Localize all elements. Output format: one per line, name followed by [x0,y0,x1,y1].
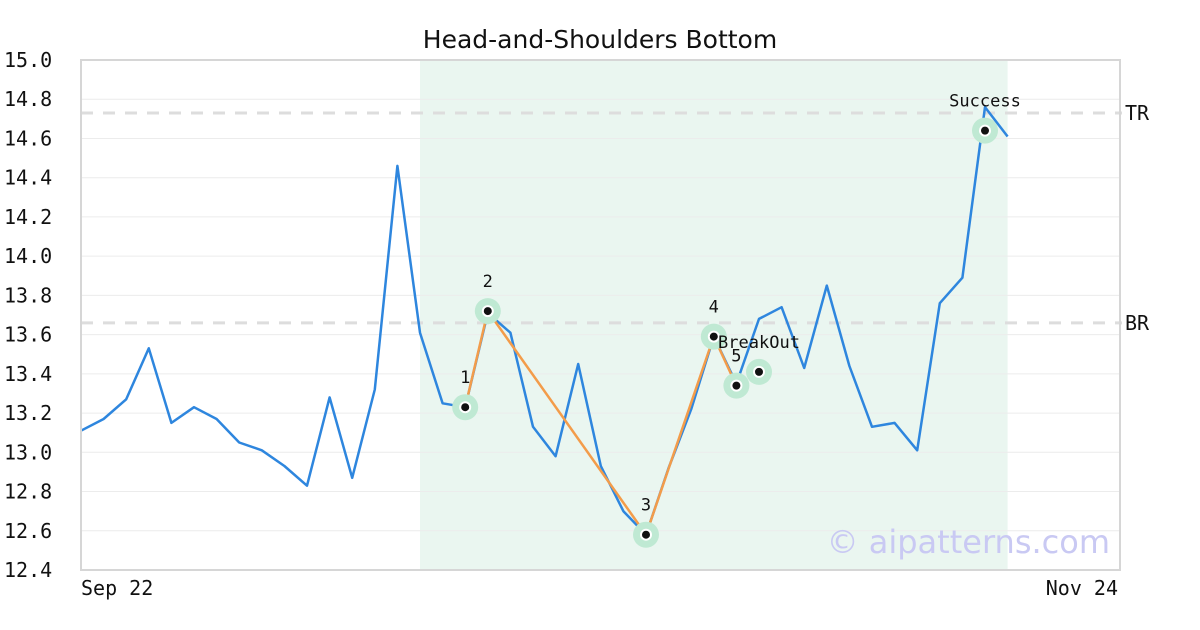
chart-title: Head-and-Shoulders Bottom [423,25,777,54]
y-tick-label: 12.6 [4,519,52,543]
pattern-point-label: 1 [460,368,470,388]
pattern-point-label: 2 [483,272,493,292]
level-label-br: BR [1125,311,1150,335]
pattern-point-label: 3 [641,496,651,516]
annotation-label-breakout: BreakOut [718,333,800,353]
pattern-point-label: 5 [731,347,741,367]
annotation-label-success: Success [949,92,1021,112]
watermark-text: © aipatterns.com [827,523,1110,561]
annotation-point-breakout [753,365,765,378]
pattern-point-4 [707,330,720,343]
y-tick-label: 12.8 [4,480,52,504]
pattern-point-label: 4 [709,298,719,318]
y-tick-label: 14.2 [4,205,52,229]
y-tick-label: 13.8 [4,283,52,307]
annotation-point-success [979,124,991,137]
level-label-tr: TR [1125,101,1150,125]
y-tick-label: 13.2 [4,401,52,425]
plot-frame [80,59,1121,571]
y-tick-label: 14.6 [4,126,52,150]
y-tick-label: 14.8 [4,87,52,111]
y-tick-label: 13.6 [4,323,52,347]
x-tick-label: Sep 22 [81,576,153,600]
pattern-point-5 [730,379,743,392]
y-tick-label: 14.0 [4,244,52,268]
x-tick-label: Nov 24 [1046,576,1118,600]
y-tick-label: 15.0 [4,48,52,72]
y-tick-label: 12.4 [4,558,52,582]
pattern-point-2 [481,305,494,318]
pattern-point-3 [640,528,652,541]
pattern-point-1 [459,401,472,414]
y-tick-label: 13.0 [4,440,52,464]
y-tick-label: 14.4 [4,166,52,190]
price-series-line [80,105,1009,536]
pattern-highlight-region [420,60,1008,570]
y-tick-label: 13.4 [4,362,52,386]
